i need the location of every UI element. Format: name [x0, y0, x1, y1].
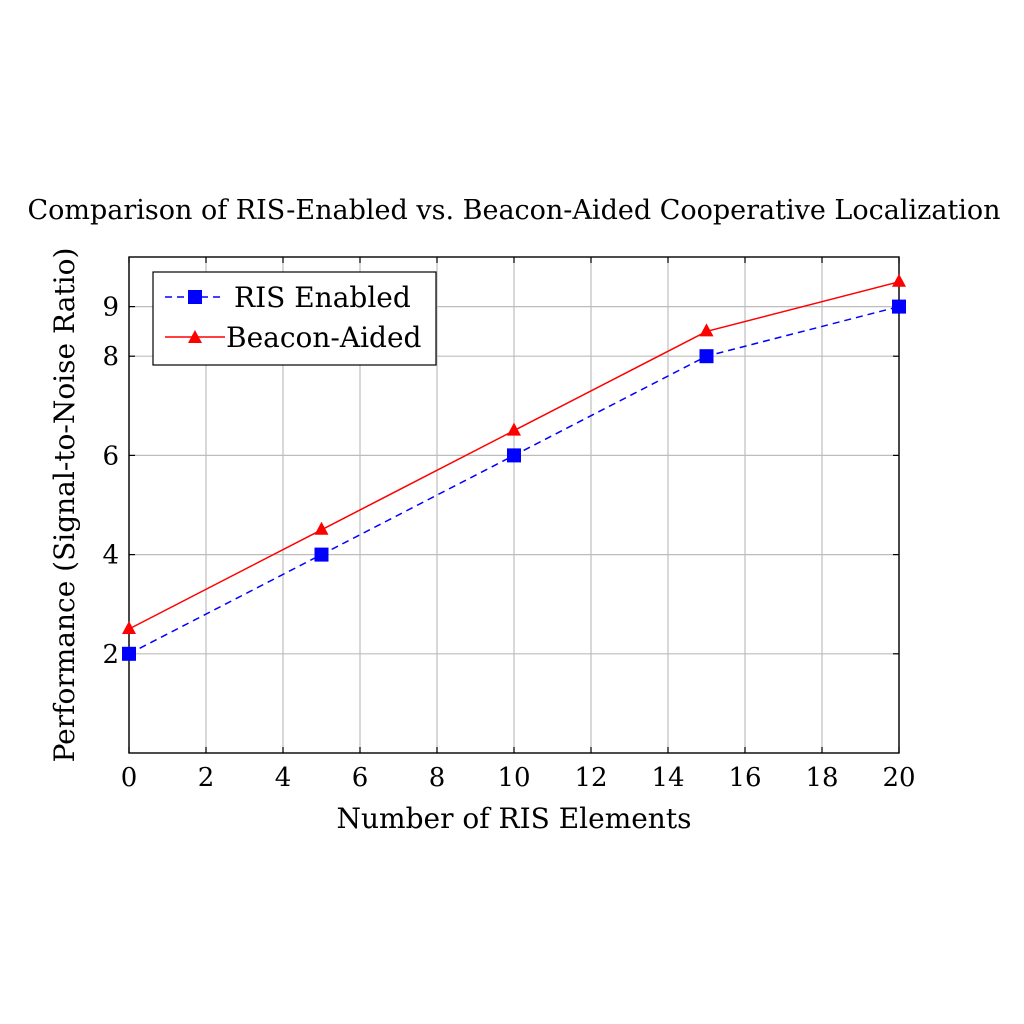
series-layer: [122, 273, 906, 661]
x-tick-label: 16: [728, 763, 761, 793]
x-tick-label: 18: [805, 763, 838, 793]
data-point-beacon-aided: [699, 323, 714, 337]
data-point-ris-enabled: [892, 299, 906, 314]
chart-title: Comparison of RIS-Enabled vs. Beacon-Aid…: [27, 195, 1000, 226]
x-tick-label: 0: [121, 763, 138, 793]
y-tick-label: 9: [102, 293, 119, 323]
legend-box: [152, 271, 437, 366]
legend-marker-ris-enabled: [188, 290, 202, 304]
x-tick-label: 8: [429, 763, 446, 793]
data-point-ris-enabled: [314, 547, 329, 562]
legend: RIS Enabled Beacon-Aided: [152, 271, 437, 366]
y-tick-label: 6: [102, 441, 119, 471]
y-tick-label: 4: [102, 541, 119, 571]
legend-label-ris-enabled: RIS Enabled: [234, 281, 411, 314]
y-tick-label: 2: [102, 640, 119, 670]
data-point-ris-enabled: [122, 646, 136, 661]
data-point-ris-enabled: [507, 448, 521, 463]
legend-label-beacon-aided: Beacon-Aided: [226, 321, 422, 354]
x-tick-label: 14: [651, 763, 684, 793]
x-tick-label: 20: [882, 763, 915, 793]
y-axis-label: Performance (Signal-to-Noise Ratio): [48, 248, 81, 763]
x-tick-label: 2: [198, 763, 215, 793]
x-tick-label: 12: [574, 763, 607, 793]
x-tick-label: 10: [497, 763, 530, 793]
legend-marker-beacon-aided: [188, 330, 202, 343]
x-axis-label: Number of RIS Elements: [337, 802, 692, 835]
data-point-beacon-aided: [892, 273, 906, 287]
data-point-beacon-aided: [122, 621, 136, 634]
data-point-beacon-aided: [507, 422, 521, 436]
y-tick-label: 8: [102, 342, 119, 372]
axis-ticks: 0 2 4 6 8 10 12 14 16 18 20 2 4 6 8 9: [102, 257, 916, 793]
data-point-beacon-aided: [314, 521, 329, 535]
x-tick-label: 6: [352, 763, 369, 793]
data-point-ris-enabled: [699, 349, 714, 364]
x-tick-label: 4: [275, 763, 292, 793]
